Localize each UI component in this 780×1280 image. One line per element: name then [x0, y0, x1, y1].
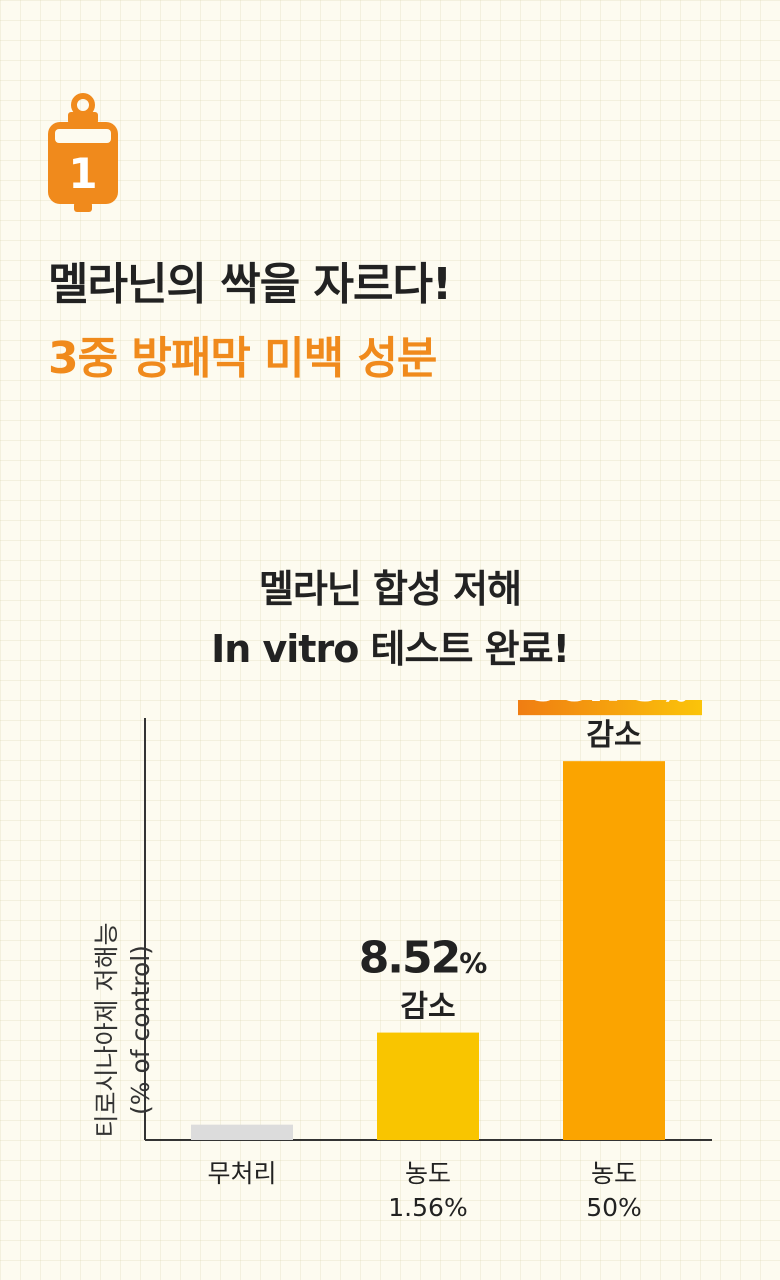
iv-bag-icon: 1 [48, 93, 118, 212]
data-label-change: 감소 [400, 990, 455, 1025]
data-label-value: 8.52% [359, 933, 488, 984]
x-tick-label-line1: 농도 [405, 1159, 451, 1188]
bar-1 [377, 1032, 479, 1140]
chart-title-line2: In vitro 테스트 완료! [211, 627, 570, 671]
chart-title-line1: 멜라닌 합성 저해 [258, 567, 522, 611]
x-tick-label-line1: 무처리 [207, 1159, 276, 1188]
bar-chart: 무처리 농도 1.56% 감소 8.52% 농도 50% 감소 98.75% [144, 700, 712, 1222]
headline-line1: 멜라닌의 싹을 자르다! [48, 259, 452, 310]
x-tick-label-line1: 농도 [591, 1159, 637, 1188]
data-label-value: 98.75% [530, 700, 687, 712]
data-label-highlight-box [518, 700, 702, 716]
badge-number: 1 [68, 149, 97, 198]
bar-0 [191, 1124, 293, 1140]
x-tick-label-line2: 50% [586, 1193, 642, 1222]
x-tick-label-line2: 1.56% [388, 1193, 467, 1222]
headline-line2: 3중 방패막 미백 성분 [48, 333, 437, 384]
bar-2 [563, 761, 665, 1140]
data-label-change: 감소 [586, 718, 641, 753]
